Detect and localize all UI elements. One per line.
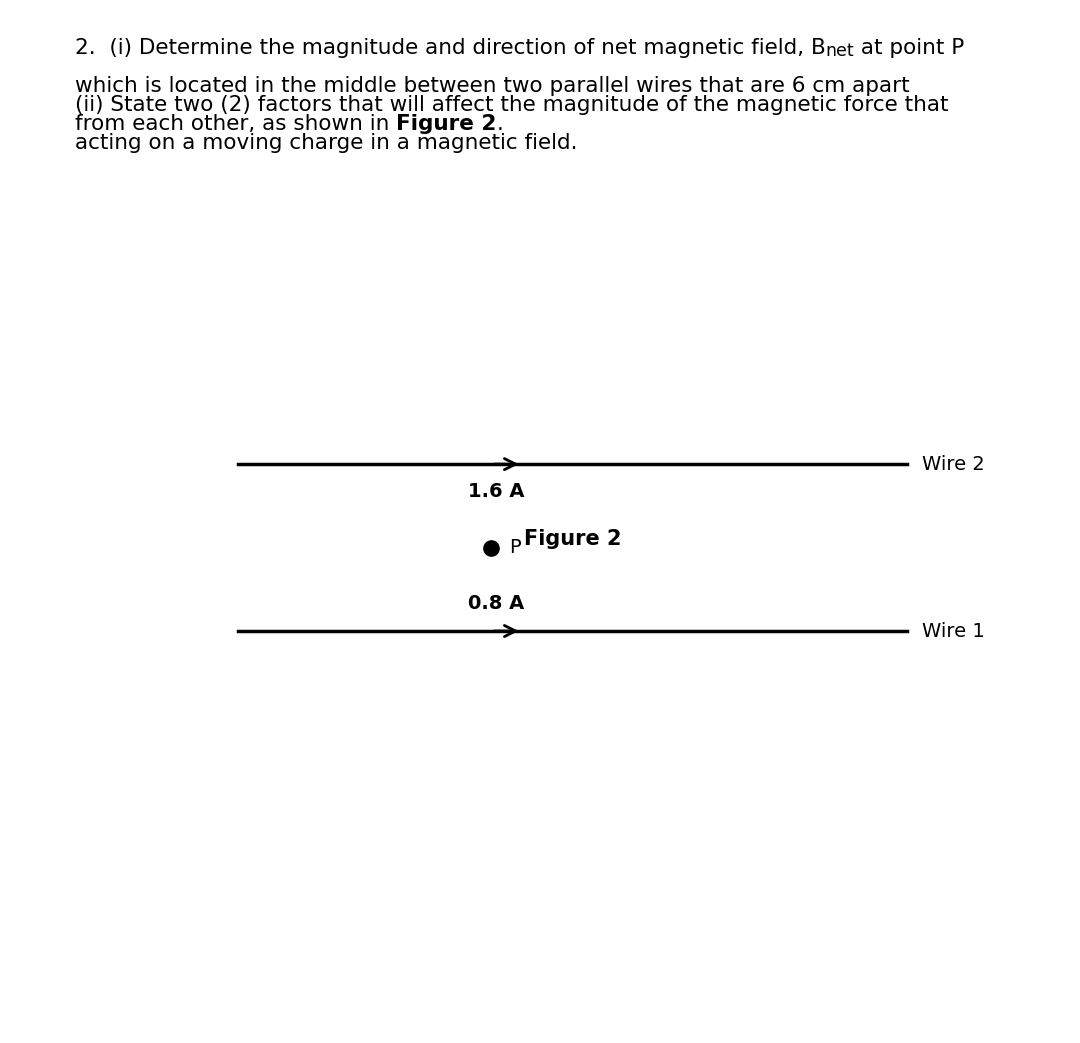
- Text: which is located in the middle between two parallel wires that are 6 cm apart: which is located in the middle between t…: [75, 76, 909, 96]
- Text: Wire 2: Wire 2: [922, 455, 985, 474]
- Text: 1.6 A: 1.6 A: [468, 482, 525, 501]
- Text: 0.8 A: 0.8 A: [469, 595, 525, 613]
- Text: from each other, as shown in: from each other, as shown in: [75, 114, 396, 134]
- Text: Wire 1: Wire 1: [922, 622, 985, 640]
- Text: P: P: [510, 538, 521, 557]
- Text: at point P: at point P: [854, 38, 964, 58]
- Text: Figure 2: Figure 2: [396, 114, 497, 134]
- Text: net: net: [826, 42, 854, 60]
- Text: 2.  (i) Determine the magnitude and direction of net magnetic field, B: 2. (i) Determine the magnitude and direc…: [75, 38, 826, 58]
- Text: Figure 2: Figure 2: [524, 529, 621, 549]
- Text: (ii) State two (2) factors that will affect the magnitude of the magnetic force : (ii) State two (2) factors that will aff…: [75, 95, 948, 115]
- Text: .: .: [497, 114, 503, 134]
- Text: acting on a moving charge in a magnetic field.: acting on a moving charge in a magnetic …: [75, 134, 578, 153]
